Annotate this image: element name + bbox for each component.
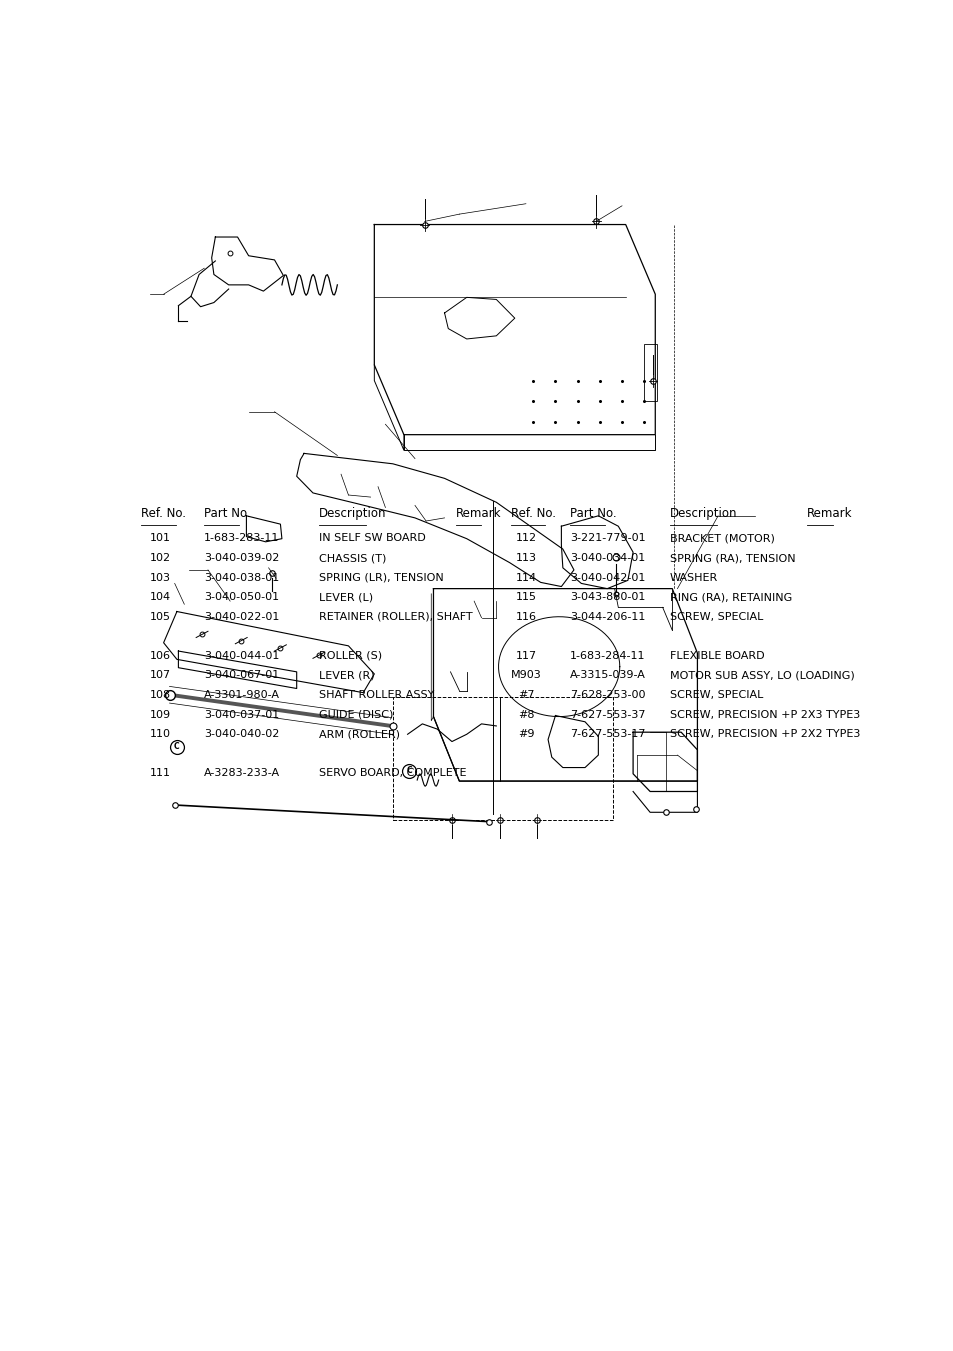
Text: WASHER: WASHER: [669, 573, 718, 582]
Text: M903: M903: [510, 670, 540, 681]
Text: Remark: Remark: [806, 508, 851, 520]
Text: 7-627-553-17: 7-627-553-17: [570, 730, 645, 739]
Text: 110: 110: [150, 730, 171, 739]
Text: 103: 103: [150, 573, 171, 582]
Text: 7-628-253-00: 7-628-253-00: [570, 690, 645, 700]
Text: A-3315-039-A: A-3315-039-A: [570, 670, 645, 681]
Text: Remark: Remark: [456, 508, 500, 520]
Text: SCREW, PRECISION +P 2X2 TYPE3: SCREW, PRECISION +P 2X2 TYPE3: [669, 730, 860, 739]
Text: RETAINER (ROLLER), SHAFT: RETAINER (ROLLER), SHAFT: [318, 612, 472, 621]
Text: 109: 109: [150, 709, 171, 720]
Text: 102: 102: [150, 553, 171, 563]
Text: 3-040-040-02: 3-040-040-02: [204, 730, 279, 739]
Text: 3-040-044-01: 3-040-044-01: [204, 651, 279, 661]
Text: SCREW, SPECIAL: SCREW, SPECIAL: [669, 690, 762, 700]
Text: 1-683-284-11: 1-683-284-11: [570, 651, 645, 661]
Text: 113: 113: [515, 553, 536, 563]
Text: Part No.: Part No.: [570, 508, 617, 520]
Text: 1-683-283-11: 1-683-283-11: [204, 534, 279, 543]
Text: 3-040-042-01: 3-040-042-01: [570, 573, 645, 582]
Text: C: C: [174, 742, 179, 751]
Text: Description: Description: [318, 508, 386, 520]
Text: 115: 115: [515, 592, 536, 603]
Text: 3-040-034-01: 3-040-034-01: [570, 553, 645, 563]
Text: ARM (ROLLER): ARM (ROLLER): [318, 730, 399, 739]
Text: #8: #8: [517, 709, 534, 720]
Text: 107: 107: [150, 670, 171, 681]
Text: ROLLER (S): ROLLER (S): [318, 651, 381, 661]
Text: 3-040-038-01: 3-040-038-01: [204, 573, 279, 582]
Text: A-3301-980-A: A-3301-980-A: [204, 690, 280, 700]
Text: 3-043-880-01: 3-043-880-01: [570, 592, 645, 603]
Text: MOTOR SUB ASSY, LO (LOADING): MOTOR SUB ASSY, LO (LOADING): [669, 670, 854, 681]
Text: Part No.: Part No.: [204, 508, 251, 520]
Text: 111: 111: [150, 769, 171, 778]
Text: Ref. No.: Ref. No.: [141, 508, 186, 520]
Text: 3-221-779-01: 3-221-779-01: [570, 534, 645, 543]
Text: BRACKET (MOTOR): BRACKET (MOTOR): [669, 534, 774, 543]
Text: 117: 117: [515, 651, 536, 661]
Text: 3-044-206-11: 3-044-206-11: [570, 612, 645, 621]
Text: SERVO BOARD, COMPLETE: SERVO BOARD, COMPLETE: [318, 769, 466, 778]
Text: SPRING (LR), TENSION: SPRING (LR), TENSION: [318, 573, 443, 582]
Text: 104: 104: [150, 592, 171, 603]
Text: 3-040-067-01: 3-040-067-01: [204, 670, 279, 681]
Text: A-3283-233-A: A-3283-233-A: [204, 769, 280, 778]
Text: 3-040-022-01: 3-040-022-01: [204, 612, 279, 621]
Text: 101: 101: [150, 534, 171, 543]
Text: 116: 116: [515, 612, 536, 621]
Text: SCREW, SPECIAL: SCREW, SPECIAL: [669, 612, 762, 621]
Text: LEVER (R): LEVER (R): [318, 670, 375, 681]
Bar: [393, 697, 613, 820]
Text: 3-040-039-02: 3-040-039-02: [204, 553, 279, 563]
Text: 112: 112: [515, 534, 536, 543]
Text: C: C: [406, 766, 412, 775]
Text: #7: #7: [517, 690, 534, 700]
Text: 7-627-553-37: 7-627-553-37: [570, 709, 645, 720]
Text: RING (RA), RETAINING: RING (RA), RETAINING: [669, 592, 792, 603]
Text: CHASSIS (T): CHASSIS (T): [318, 553, 386, 563]
Text: GUIDE (DISC): GUIDE (DISC): [318, 709, 393, 720]
Text: 105: 105: [150, 612, 171, 621]
Text: 114: 114: [515, 573, 536, 582]
Text: 3-040-037-01: 3-040-037-01: [204, 709, 279, 720]
Text: Ref. No.: Ref. No.: [511, 508, 556, 520]
Text: 108: 108: [150, 690, 171, 700]
Text: IN SELF SW BOARD: IN SELF SW BOARD: [318, 534, 425, 543]
Text: Description: Description: [669, 508, 737, 520]
Text: SHAFT ROLLER ASSY: SHAFT ROLLER ASSY: [318, 690, 434, 700]
Text: SPRING (RA), TENSION: SPRING (RA), TENSION: [669, 553, 795, 563]
Text: 3-040-050-01: 3-040-050-01: [204, 592, 279, 603]
Text: SCREW, PRECISION +P 2X3 TYPE3: SCREW, PRECISION +P 2X3 TYPE3: [669, 709, 860, 720]
Text: LEVER (L): LEVER (L): [318, 592, 373, 603]
Text: FLEXIBLE BOARD: FLEXIBLE BOARD: [669, 651, 764, 661]
Text: #9: #9: [517, 730, 534, 739]
Text: 106: 106: [150, 651, 171, 661]
